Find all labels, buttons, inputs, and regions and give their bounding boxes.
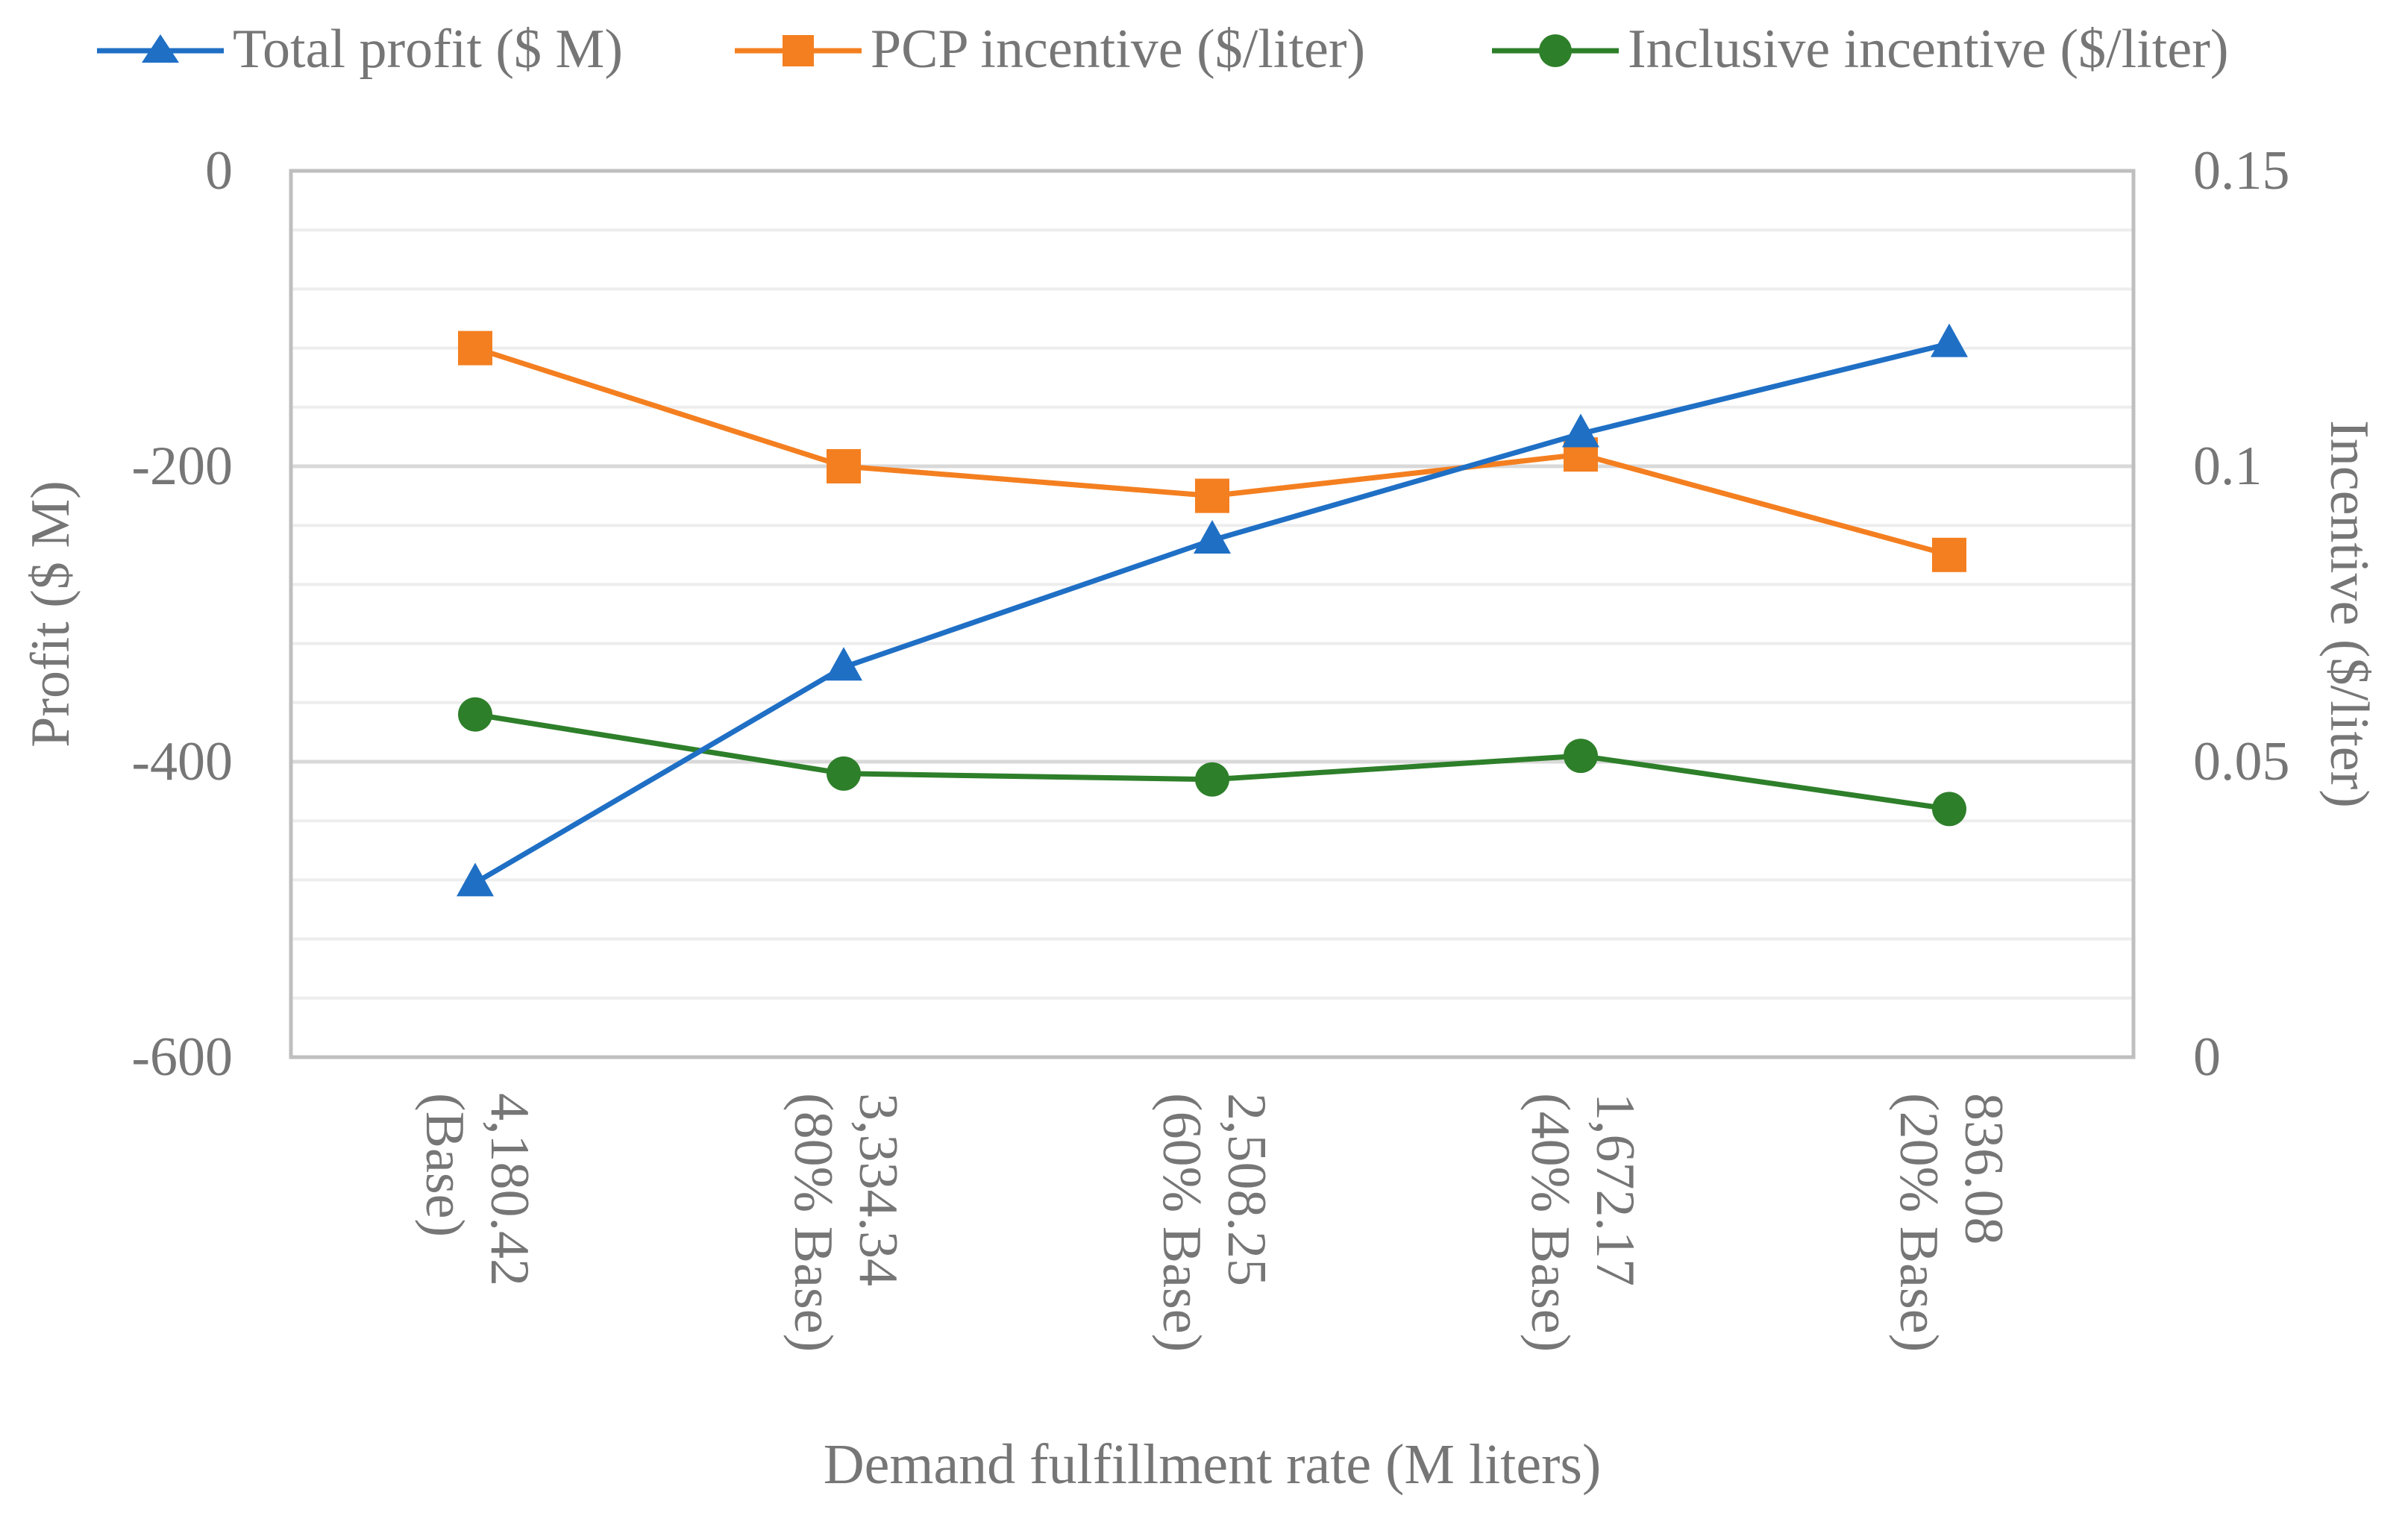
data-point-pcp-incentive-liter [827, 449, 861, 483]
x-axis-category-label: 3,334.34(80% Base) [783, 1093, 909, 1352]
data-point-inclusive-incentive-liter [1932, 792, 1966, 827]
right-axis-title: Incentive ($/liter) [2318, 420, 2380, 808]
legend-label-inclusive-incentive: Inclusive incentive ($/liter) [1628, 19, 2228, 80]
x-tick-label: 1,672.17(40% Base) [1520, 1093, 1646, 1352]
x-tick-label-line: (Base) [414, 1093, 475, 1237]
left-axis-title: Profit ($ M) [20, 480, 81, 748]
right-axis-ticks: 0.15 0.1 0.05 0 [2193, 140, 2290, 1088]
right-axis-tick-label: 0.1 [2193, 436, 2263, 497]
x-axis-category-label: 1,672.17(40% Base) [1520, 1093, 1646, 1352]
plot-area-border [289, 169, 2136, 1059]
data-point-pcp-incentive-liter [1932, 537, 1966, 572]
data-point-inclusive-incentive-liter [827, 756, 861, 791]
series-layer [457, 323, 1968, 897]
x-axis-title: Demand fulfillment rate (M liters) [824, 1433, 1602, 1496]
x-tick-label-line: (20% Base) [1888, 1093, 1949, 1352]
data-point-total-profit-m [457, 862, 494, 897]
x-tick-label-line: (40% Base) [1520, 1093, 1581, 1352]
left-axis-tick-label: -600 [131, 1027, 233, 1088]
x-axis-category-label: 4,180.42(Base) [414, 1093, 540, 1286]
right-axis-tick-label: 0.05 [2193, 731, 2290, 792]
x-tick-label-line: 836.08 [1953, 1093, 2014, 1245]
right-axis-tick-label: 0.15 [2193, 140, 2290, 201]
legend-item-inclusive-incentive: Inclusive incentive ($/liter) [1492, 19, 2228, 80]
data-point-total-profit-m [1562, 413, 1599, 448]
x-tick-label-line: 3,334.34 [847, 1093, 909, 1286]
x-tick-label: 3,334.34(80% Base) [783, 1093, 909, 1352]
x-tick-label-line: 1,672.17 [1584, 1093, 1646, 1286]
circle-marker-icon [1539, 34, 1572, 67]
x-axis-category-label: 836.08(20% Base) [1888, 1093, 2014, 1352]
series-line-total-profit-m [474, 341, 1950, 886]
data-point-pcp-incentive-liter [458, 331, 492, 366]
data-point-inclusive-incentive-liter [1195, 762, 1229, 797]
data-point-inclusive-incentive-liter [1564, 739, 1598, 774]
left-axis-tick-label: -200 [131, 436, 233, 497]
x-tick-label: 2,508.25(60% Base) [1151, 1093, 1277, 1352]
x-tick-label-line: (60% Base) [1151, 1093, 1212, 1352]
x-tick-label-line: (80% Base) [783, 1093, 844, 1352]
legend: Total profit ($ M) PCP incentive ($/lite… [97, 19, 2228, 80]
right-axis-tick-label: 0 [2193, 1027, 2221, 1088]
x-axis-category-label: 2,508.25(60% Base) [1151, 1093, 1277, 1352]
left-axis-ticks: 0 -200 -400 -600 [131, 140, 233, 1088]
gridlines [291, 228, 2133, 1000]
legend-label-pcp-incentive: PCP incentive ($/liter) [871, 19, 1365, 80]
x-axis-tick-labels: 4,180.42(Base) 3,334.34(80% Base) 2,508.25… [414, 1093, 2014, 1352]
data-point-total-profit-m [1194, 520, 1231, 554]
legend-item-total-profit: Total profit ($ M) [97, 19, 623, 80]
x-tick-label-line: 2,508.25 [1216, 1093, 1277, 1286]
x-tick-label: 4,180.42(Base) [414, 1093, 540, 1286]
triangle-marker-icon [142, 34, 179, 63]
legend-label-total-profit: Total profit ($ M) [233, 19, 623, 80]
square-marker-icon [783, 35, 814, 66]
x-tick-label-line: 4,180.42 [479, 1093, 540, 1286]
left-axis-tick-label: 0 [205, 140, 233, 201]
data-point-pcp-incentive-liter [1195, 478, 1229, 513]
data-point-total-profit-m [1931, 323, 1968, 357]
left-axis-tick-label: -400 [131, 731, 233, 792]
x-tick-label: 836.08(20% Base) [1888, 1093, 2014, 1352]
data-point-inclusive-incentive-liter [458, 697, 492, 732]
data-point-total-profit-m [825, 647, 862, 681]
legend-item-pcp-incentive: PCP incentive ($/liter) [735, 19, 1365, 80]
